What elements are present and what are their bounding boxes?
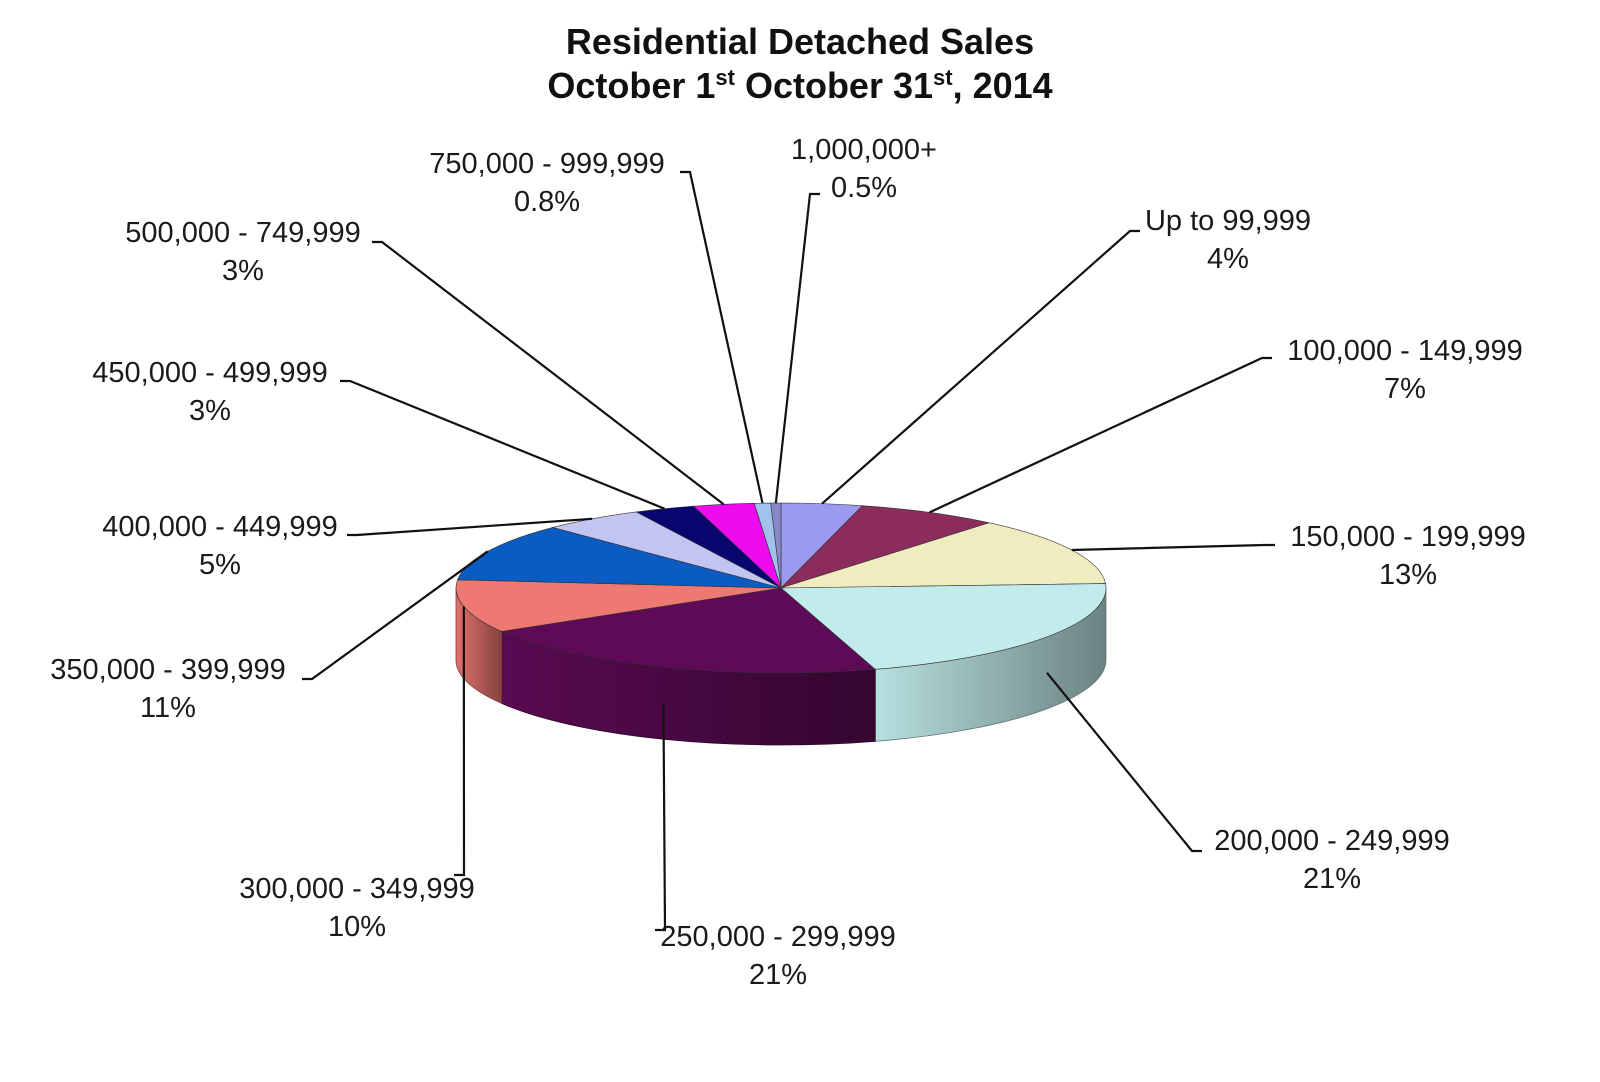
pie-slice [770, 502, 782, 589]
slice-label: 750,000 - 999,999 [429, 148, 664, 180]
slice-value-label: 4% [1207, 243, 1249, 275]
leader-line [454, 606, 466, 877]
slice-value-label: 0.8% [514, 186, 580, 218]
leader-line [680, 170, 764, 504]
pie-top [455, 502, 1107, 674]
slice-value-label: 11% [140, 692, 196, 724]
leader-line [372, 240, 725, 506]
slice-value-label: 21% [1303, 863, 1361, 895]
slice-value-label: 21% [749, 959, 807, 991]
slice-value-label: 0.5% [831, 172, 897, 204]
chart-title-line1: Residential Detached Sales [565, 21, 1035, 62]
leader-line [302, 550, 489, 681]
title-part: October 1 [547, 65, 716, 106]
slice-value-label: 3% [222, 255, 264, 287]
pie-slice [780, 505, 991, 589]
slice-label: 250,000 - 299,999 [660, 921, 895, 953]
title-superscript: st [715, 65, 735, 90]
leader-line [1071, 543, 1275, 552]
leader-line [655, 703, 667, 932]
pie-labels: Up to 99,999 4% 100,000 - 149,999 7% 150,000… [50, 134, 1525, 991]
slice-value-label: 5% [199, 549, 241, 581]
slice-label: 500,000 - 749,999 [125, 217, 360, 249]
pie-slice [500, 587, 876, 674]
slice-value-label: 3% [189, 395, 231, 427]
slice-value-label: 7% [1384, 373, 1426, 405]
title-superscript: st [933, 65, 953, 90]
leader-line [340, 379, 665, 510]
slice-label: 300,000 - 349,999 [239, 873, 474, 905]
pie-slice [780, 583, 1107, 670]
title-part: , 2014 [952, 65, 1053, 106]
pie-side-walls [455, 587, 1107, 746]
leader-line [821, 229, 1140, 505]
slice-label: 100,000 - 149,999 [1287, 335, 1522, 367]
leader-line [929, 356, 1272, 514]
leader-line [1046, 672, 1202, 853]
leader-line [774, 192, 820, 504]
slice-value-label: 13% [1379, 559, 1437, 591]
chart-title: Residential Detached Sales October 1st O… [0, 20, 1600, 108]
chart-title-line2: October 1st October 31st, 2014 [0, 64, 1600, 108]
slice-label: 450,000 - 499,999 [92, 357, 327, 389]
slice-label: 150,000 - 199,999 [1290, 521, 1525, 553]
leader-line [347, 517, 593, 537]
slice-label: Up to 99,999 [1145, 205, 1311, 237]
title-part: October 31 [734, 65, 934, 106]
slice-label: 400,000 - 449,999 [102, 511, 337, 543]
slice-value-label: 10% [328, 911, 386, 943]
slice-label: 1,000,000+ [791, 134, 937, 166]
slice-label: 350,000 - 399,999 [50, 654, 285, 686]
slice-label: 200,000 - 249,999 [1214, 825, 1449, 857]
